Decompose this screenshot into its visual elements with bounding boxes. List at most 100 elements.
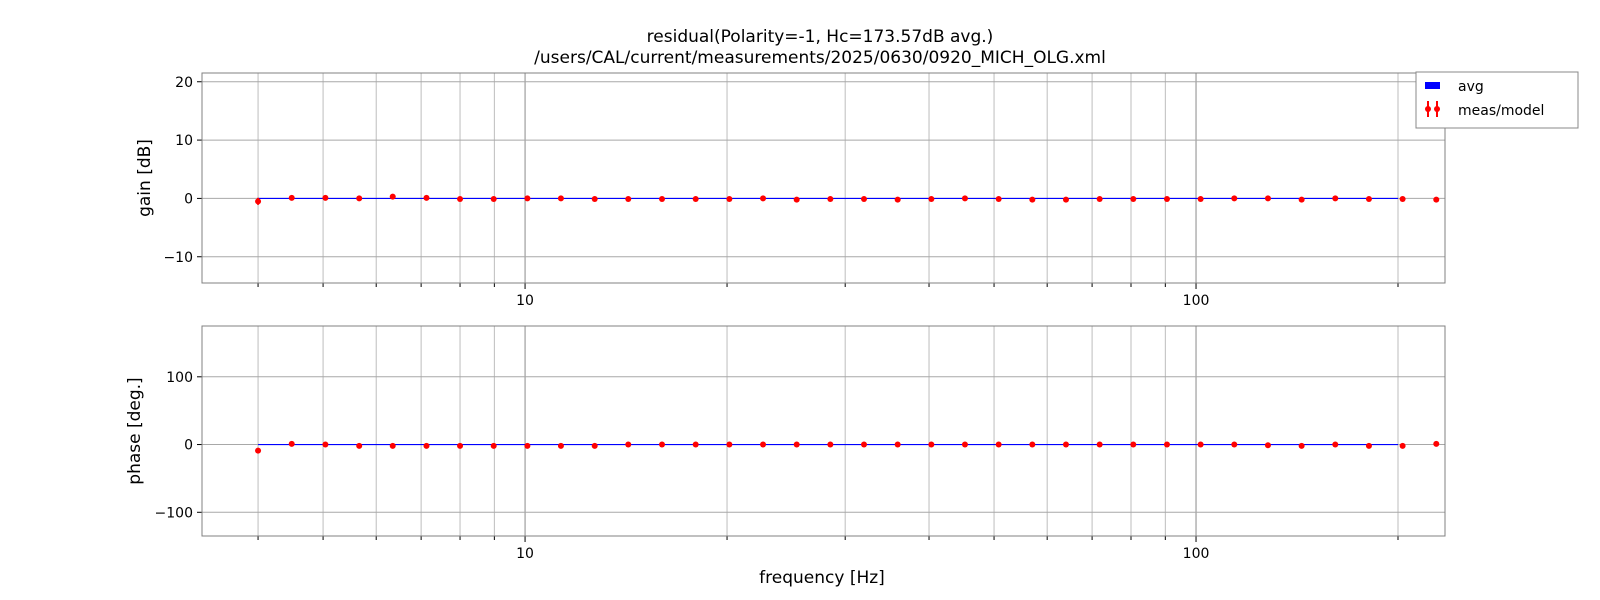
data-point <box>255 447 262 454</box>
data-point <box>1467 443 1473 449</box>
data-point <box>659 441 666 448</box>
data-point <box>423 442 430 449</box>
data-layer <box>255 193 1473 205</box>
legend-frame <box>1415 71 1579 129</box>
legend: avg meas/model <box>1415 71 1579 129</box>
phase-panel: −100 0 100 10 100 phase [deg.] <box>125 325 1473 562</box>
data-point <box>692 196 699 202</box>
legend-avg-label: avg <box>1458 79 1484 95</box>
data-point <box>1332 195 1339 202</box>
data-point <box>1298 442 1305 449</box>
data-point <box>1399 442 1406 449</box>
data-point <box>524 442 531 449</box>
data-point <box>961 195 968 202</box>
data-point <box>1399 196 1406 202</box>
legend-meas-marker <box>1425 101 1440 117</box>
data-point <box>1163 441 1170 448</box>
data-point <box>322 194 329 201</box>
x-tick-label: 10 <box>516 293 534 309</box>
x-tick-label: 100 <box>1183 293 1210 309</box>
data-point <box>557 195 564 202</box>
data-point <box>1096 196 1103 202</box>
legend-avg-swatch <box>1425 82 1440 89</box>
data-point <box>827 441 834 448</box>
legend-meas-label: meas/model <box>1458 103 1544 119</box>
data-point <box>356 195 363 202</box>
data-point <box>625 441 632 448</box>
data-point <box>1062 441 1069 448</box>
data-point <box>389 193 396 200</box>
y-tick-label: 10 <box>175 133 193 149</box>
data-point <box>995 196 1002 202</box>
data-point <box>894 441 901 448</box>
chart-subtitle: /users/CAL/current/measurements/2025/063… <box>534 48 1106 68</box>
data-point <box>490 196 497 202</box>
data-point <box>793 441 800 448</box>
data-point <box>1130 196 1137 202</box>
data-point <box>760 441 767 448</box>
data-point <box>524 195 531 202</box>
data-point <box>322 441 329 448</box>
data-point <box>995 441 1002 448</box>
data-point <box>1467 199 1473 205</box>
data-point <box>1365 442 1372 449</box>
x-axis-label: frequency [Hz] <box>759 568 885 588</box>
data-point <box>288 440 295 447</box>
data-point <box>1029 196 1036 203</box>
data-point <box>860 441 867 448</box>
data-point <box>928 196 935 202</box>
y-tick-label: −100 <box>155 505 193 521</box>
axes-frame <box>201 325 1446 537</box>
data-point <box>356 442 363 449</box>
data-point <box>726 196 733 202</box>
data-point <box>1365 196 1372 202</box>
data-point <box>726 441 733 448</box>
data-point <box>591 196 598 202</box>
data-point <box>457 442 464 449</box>
data-point <box>389 442 396 449</box>
data-point <box>928 441 935 448</box>
data-point <box>490 442 497 449</box>
data-point <box>1332 441 1339 448</box>
x-tick-label: 10 <box>516 546 534 562</box>
data-point <box>457 196 464 202</box>
y-tick-label: 0 <box>184 191 193 207</box>
data-point <box>1231 195 1238 202</box>
data-point <box>1433 440 1440 447</box>
data-point <box>793 196 800 203</box>
data-point <box>1029 441 1036 448</box>
data-point <box>860 196 867 202</box>
plot-area <box>202 326 1445 536</box>
axes-frame <box>201 72 1446 284</box>
y-tick-label: 0 <box>184 438 193 454</box>
data-point <box>961 441 968 448</box>
data-point <box>255 198 262 205</box>
data-point <box>1264 442 1271 449</box>
data-point <box>894 196 901 203</box>
data-point <box>1264 195 1271 202</box>
data-point <box>557 442 564 449</box>
data-point <box>1096 441 1103 448</box>
data-point <box>1298 196 1305 203</box>
data-point <box>692 441 699 448</box>
plot-area <box>202 73 1445 283</box>
y-tick-label: 100 <box>166 370 193 386</box>
data-point <box>591 442 598 449</box>
data-layer <box>255 440 1473 454</box>
data-point <box>1130 441 1137 448</box>
data-point <box>827 196 834 202</box>
data-point <box>288 194 295 201</box>
y-axis-label: phase [deg.] <box>125 377 145 484</box>
data-point <box>1231 441 1238 448</box>
x-tick-label: 100 <box>1183 546 1210 562</box>
y-tick-label: 20 <box>175 75 193 91</box>
data-point <box>1433 196 1440 203</box>
y-axis-label: gain [dB] <box>135 139 155 217</box>
y-tick-label: −10 <box>163 250 193 266</box>
gain-panel: −10 0 10 20 10 100 gain [dB] <box>135 72 1473 309</box>
data-point <box>423 194 430 201</box>
data-point <box>1197 441 1204 448</box>
data-point <box>1197 196 1204 202</box>
data-point <box>1163 196 1170 202</box>
